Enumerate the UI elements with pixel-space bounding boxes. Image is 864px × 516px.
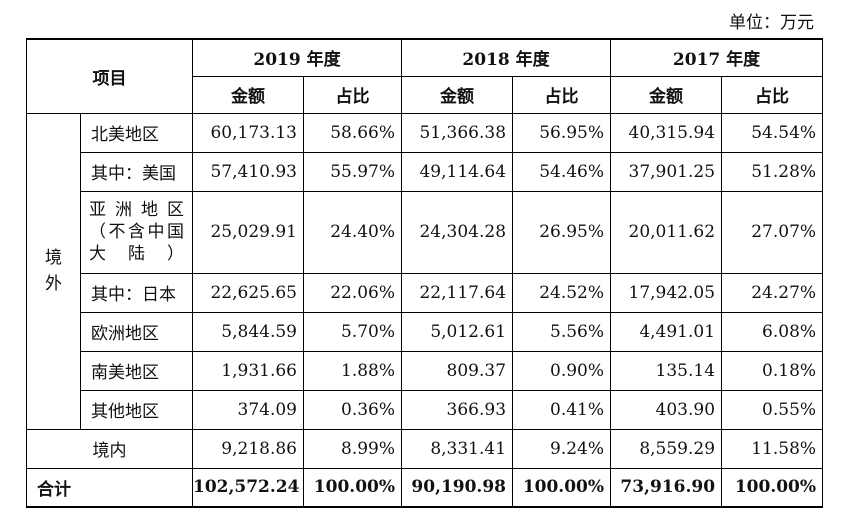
ratio-cell: 55.97% xyxy=(302,151,403,192)
total-ratio-cell: 100.00% xyxy=(721,467,824,508)
amount-cell: 37,901.25 xyxy=(610,151,723,192)
table-row: 亚洲地区（不含中国大陆） 25,029.91 24.40% 24,304.28 … xyxy=(27,190,824,274)
header-item: 项目 xyxy=(26,38,193,114)
ratio-cell: 24.40% xyxy=(302,190,403,274)
domestic-label: 境内 xyxy=(26,428,193,469)
amount-cell: 49,114.64 xyxy=(401,151,514,192)
ratio-cell: 51.28% xyxy=(721,151,824,192)
amount-cell: 17,942.05 xyxy=(610,272,723,313)
table-row: 境外 北美地区 60,173.13 58.66% 51,366.38 56.95… xyxy=(26,112,824,430)
region-name: 亚洲地区（不含中国大陆） xyxy=(80,190,193,274)
region-name: 其他地区 xyxy=(80,389,193,430)
amount-cell: 135.14 xyxy=(610,350,723,391)
ratio-cell: 0.36% xyxy=(302,389,403,430)
amount-cell: 8,331.41 xyxy=(401,428,514,469)
ratio-cell: 11.58% xyxy=(721,428,824,469)
region-name: 北美地区 xyxy=(80,112,193,153)
unit-label: 单位：万元 xyxy=(729,13,814,33)
ratio-cell: 54.54% xyxy=(721,112,824,153)
total-ratio-cell: 100.00% xyxy=(302,467,403,508)
amount-cell: 8,559.29 xyxy=(610,428,723,469)
header-amount: 金额 xyxy=(610,75,723,114)
ratio-cell: 24.27% xyxy=(721,272,824,313)
amount-cell: 9,218.86 xyxy=(192,428,304,469)
amount-cell: 24,304.28 xyxy=(401,190,514,274)
amount-cell: 40,315.94 xyxy=(610,112,723,153)
header-ratio: 占比 xyxy=(721,75,824,114)
ratio-cell: 22.06% xyxy=(302,272,403,313)
amount-cell: 22,625.65 xyxy=(192,272,304,313)
amount-cell: 60,173.13 xyxy=(192,112,304,153)
header-amount: 金额 xyxy=(401,75,514,114)
amount-cell: 5,844.59 xyxy=(192,311,304,352)
region-name: 其中：日本 xyxy=(80,272,193,313)
amount-cell: 51,366.38 xyxy=(401,112,514,153)
ratio-cell: 6.08% xyxy=(721,311,824,352)
table-row: 南美地区 1,931.66 1.88% 809.37 0.90% 135.14 … xyxy=(27,350,824,391)
amount-cell: 20,011.62 xyxy=(610,190,723,274)
ratio-cell: 1.88% xyxy=(302,350,403,391)
ratio-cell: 9.24% xyxy=(512,428,612,469)
total-amount-cell: 102,572.24 xyxy=(192,467,304,508)
amount-cell: 22,117.64 xyxy=(401,272,514,313)
ratio-cell: 24.52% xyxy=(512,272,612,313)
header-year-2018: 2018 年度 xyxy=(401,38,612,77)
amount-cell: 1,931.66 xyxy=(192,350,304,391)
ratio-cell: 27.07% xyxy=(721,190,824,274)
ratio-cell: 56.95% xyxy=(512,112,612,153)
ratio-cell: 58.66% xyxy=(302,112,403,153)
total-amount-cell: 90,190.98 xyxy=(401,467,514,508)
ratio-cell: 54.46% xyxy=(512,151,612,192)
ratio-cell: 0.90% xyxy=(512,350,612,391)
revenue-by-region-table: 项目 2019 年度 2018 年度 2017 年度 金额 占比 金额 占比 金… xyxy=(26,38,824,508)
total-ratio-cell: 100.00% xyxy=(512,467,612,508)
ratio-cell: 5.70% xyxy=(302,311,403,352)
ratio-cell: 8.99% xyxy=(302,428,403,469)
total-label: 合计 xyxy=(26,467,193,508)
table-row: 欧洲地区 5,844.59 5.70% 5,012.61 5.56% 4,491… xyxy=(27,311,824,352)
amount-cell: 403.90 xyxy=(610,389,723,430)
ratio-cell: 0.55% xyxy=(721,389,824,430)
table-row: 其他地区 374.09 0.36% 366.93 0.41% 403.90 0.… xyxy=(27,389,824,430)
amount-cell: 25,029.91 xyxy=(192,190,304,274)
ratio-cell: 5.56% xyxy=(512,311,612,352)
region-name: 欧洲地区 xyxy=(80,311,193,352)
ratio-cell: 0.41% xyxy=(512,389,612,430)
region-name: 南美地区 xyxy=(80,350,193,391)
domestic-row: 境内 9,218.86 8.99% 8,331.41 9.24% 8,559.2… xyxy=(26,428,824,469)
amount-cell: 374.09 xyxy=(192,389,304,430)
amount-cell: 57,410.93 xyxy=(192,151,304,192)
table-row: 其中：日本 22,625.65 22.06% 22,117.64 24.52% … xyxy=(27,272,824,313)
header-ratio: 占比 xyxy=(512,75,612,114)
amount-cell: 4,491.01 xyxy=(610,311,723,352)
total-amount-cell: 73,916.90 xyxy=(610,467,723,508)
ratio-cell: 0.18% xyxy=(721,350,824,391)
amount-cell: 366.93 xyxy=(401,389,514,430)
header-ratio: 占比 xyxy=(302,75,403,114)
header-year-2019: 2019 年度 xyxy=(191,38,403,77)
total-row: 合计 102,572.24 100.00% 90,190.98 100.00% … xyxy=(26,467,824,508)
table-row: 其中：美国 57,410.93 55.97% 49,114.64 54.46% … xyxy=(27,151,824,192)
amount-cell: 809.37 xyxy=(401,350,514,391)
header-amount: 金额 xyxy=(192,75,304,114)
overseas-label: 境外 xyxy=(26,112,81,430)
header-year-2017: 2017 年度 xyxy=(610,38,824,77)
region-name: 其中：美国 xyxy=(80,151,193,192)
amount-cell: 5,012.61 xyxy=(401,311,514,352)
ratio-cell: 26.95% xyxy=(512,190,612,274)
